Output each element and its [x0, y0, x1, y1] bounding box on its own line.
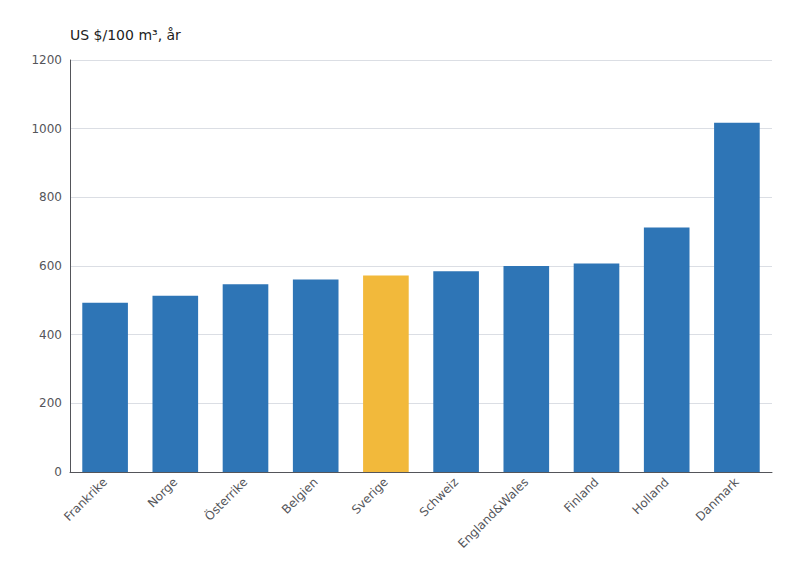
- svg-text:Schweiz: Schweiz: [417, 475, 461, 519]
- svg-text:England&Wales: England&Wales: [455, 475, 531, 551]
- svg-text:0: 0: [54, 465, 62, 479]
- svg-text:Holland: Holland: [630, 475, 672, 517]
- svg-text:Belgien: Belgien: [279, 475, 321, 517]
- svg-text:600: 600: [39, 259, 62, 273]
- svg-text:200: 200: [39, 396, 62, 410]
- svg-text:Sverige: Sverige: [349, 475, 391, 517]
- svg-text:800: 800: [39, 190, 62, 204]
- svg-text:Norge: Norge: [145, 475, 180, 510]
- svg-text:Frankrike: Frankrike: [61, 475, 110, 524]
- svg-text:400: 400: [39, 328, 62, 342]
- svg-text:1000: 1000: [31, 122, 62, 136]
- svg-text:1200: 1200: [31, 53, 62, 67]
- svg-text:Danmark: Danmark: [693, 475, 742, 524]
- svg-text:Österrike: Österrike: [201, 474, 251, 524]
- svg-text:Finland: Finland: [561, 475, 601, 515]
- svg-text:US $/100 m³, år: US $/100 m³, år: [70, 27, 181, 43]
